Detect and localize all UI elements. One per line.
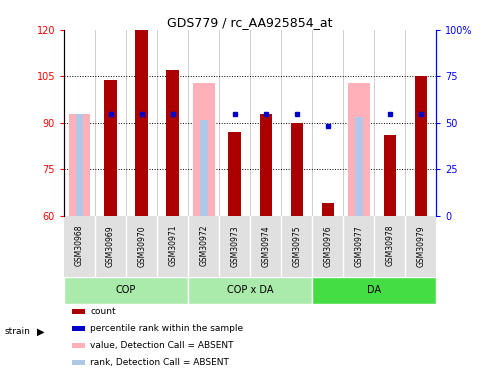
Bar	[69, 114, 90, 216]
Bar	[321, 204, 334, 216]
Bar	[71, 309, 85, 315]
Text: GSM30975: GSM30975	[292, 225, 301, 267]
Bar	[415, 76, 427, 216]
Text: count: count	[90, 307, 116, 316]
Bar	[355, 117, 363, 216]
Text: COP: COP	[116, 285, 136, 295]
Text: ▶: ▶	[37, 327, 44, 337]
Bar	[71, 343, 85, 348]
Bar	[290, 123, 303, 216]
Bar	[71, 360, 85, 365]
Bar	[64, 277, 188, 304]
Text: GSM30979: GSM30979	[416, 225, 425, 267]
Text: rank, Detection Call = ABSENT: rank, Detection Call = ABSENT	[90, 358, 229, 367]
Text: GSM30971: GSM30971	[168, 225, 177, 267]
Text: GSM30973: GSM30973	[230, 225, 239, 267]
Text: COP x DA: COP x DA	[227, 285, 274, 295]
Title: GDS779 / rc_AA925854_at: GDS779 / rc_AA925854_at	[168, 16, 333, 29]
Bar	[348, 82, 370, 216]
Text: GSM30976: GSM30976	[323, 225, 332, 267]
Bar	[312, 277, 436, 304]
Bar	[193, 82, 214, 216]
Text: strain: strain	[5, 327, 31, 336]
Bar	[76, 114, 83, 216]
Bar	[188, 277, 312, 304]
Text: DA: DA	[367, 285, 381, 295]
Bar	[200, 120, 208, 216]
Bar	[259, 114, 272, 216]
Text: percentile rank within the sample: percentile rank within the sample	[90, 324, 243, 333]
Text: GSM30968: GSM30968	[75, 225, 84, 267]
Text: GSM30977: GSM30977	[354, 225, 363, 267]
Text: GSM30974: GSM30974	[261, 225, 270, 267]
Text: GSM30978: GSM30978	[385, 225, 394, 267]
Text: GSM30969: GSM30969	[106, 225, 115, 267]
Bar	[384, 135, 396, 216]
Bar	[71, 326, 85, 332]
Text: GSM30972: GSM30972	[199, 225, 208, 267]
Bar	[105, 80, 117, 216]
Bar	[167, 70, 179, 216]
Text: GSM30970: GSM30970	[137, 225, 146, 267]
Bar	[136, 30, 148, 216]
Text: value, Detection Call = ABSENT: value, Detection Call = ABSENT	[90, 341, 234, 350]
Bar	[228, 132, 241, 216]
